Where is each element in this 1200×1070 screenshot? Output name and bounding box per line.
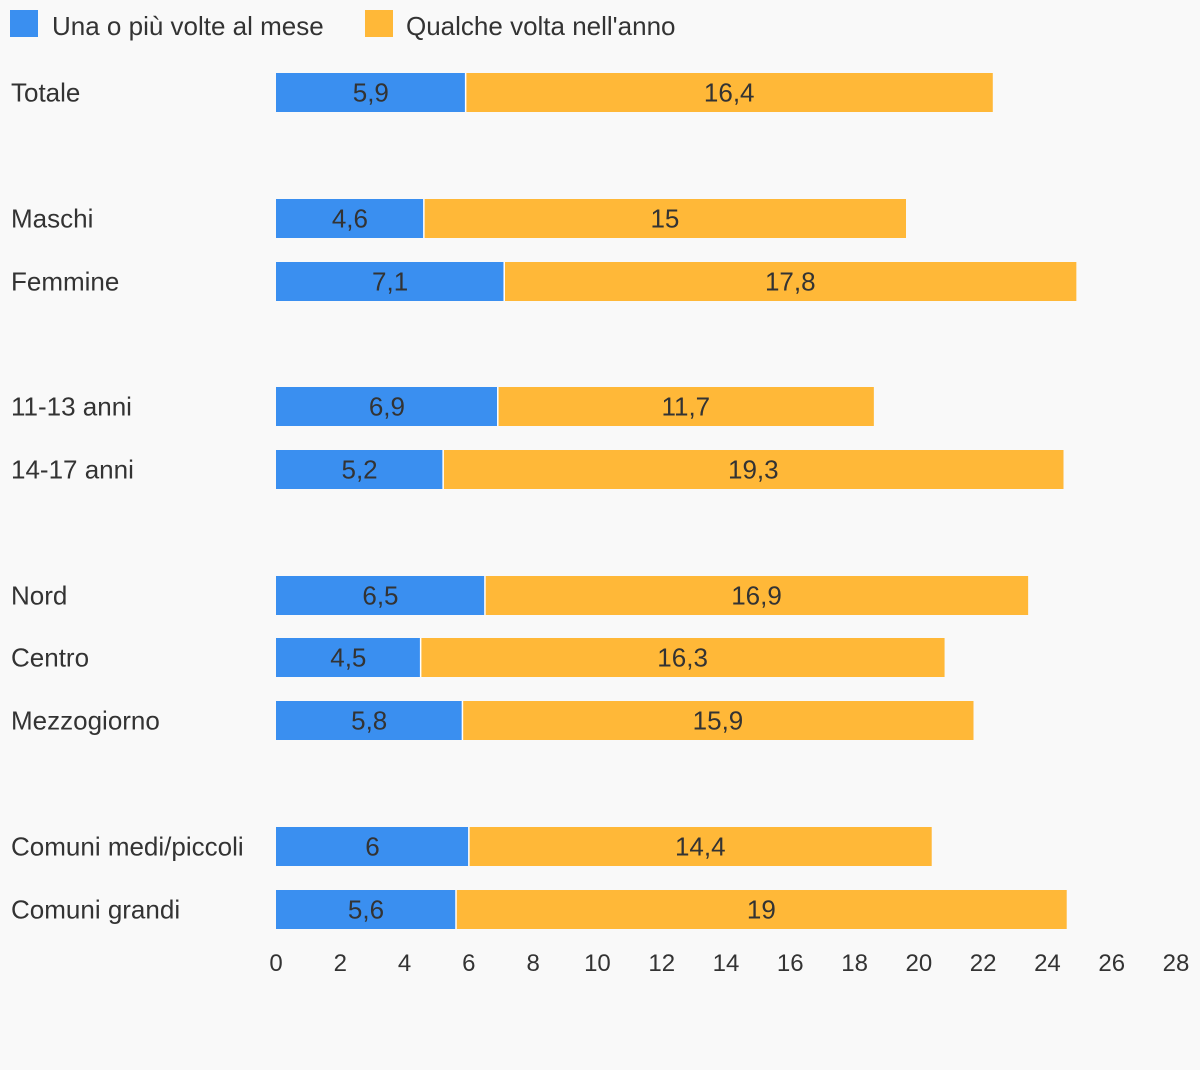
x-tick-label: 26: [1098, 950, 1125, 977]
category-label: Nord: [11, 581, 67, 611]
bar-value-label: 5,6: [348, 895, 384, 925]
bar-value-label: 19,3: [728, 455, 779, 485]
bar-value-label: 17,8: [765, 267, 816, 297]
x-tick-label: 28: [1163, 950, 1190, 977]
legend-label-series-1: Una o più volte al mese: [52, 11, 324, 41]
bar-value-label: 5,2: [341, 455, 377, 485]
bar-value-label: 15,9: [693, 706, 744, 736]
category-label: Comuni medi/piccoli: [11, 832, 244, 862]
bar-value-label: 16,3: [657, 643, 708, 673]
bar-value-label: 5,9: [353, 78, 389, 108]
bar-value-label: 4,5: [330, 643, 366, 673]
x-tick-label: 8: [526, 950, 539, 977]
category-labels: Totale Maschi Femmine 11-13 anni 14-17 anni N…: [11, 78, 244, 925]
category-label: Mezzogiorno: [11, 706, 160, 736]
bar-value-label: 6,9: [369, 392, 405, 422]
legend-label-series-2: Qualche volta nell'anno: [406, 11, 675, 41]
bar-segment-series-1: [276, 701, 463, 740]
bar-segment-series-1: [276, 638, 421, 677]
bar-segment-series-2: [456, 890, 1067, 929]
bar-segment-series-1: [276, 262, 505, 301]
category-label: Maschi: [11, 204, 93, 234]
bar-value-label: 15: [650, 204, 679, 234]
x-tick-label: 20: [906, 950, 933, 977]
bar-segment-series-1: [276, 387, 498, 426]
bar-segment-series-1: [276, 199, 424, 238]
x-tick-label: 18: [841, 950, 868, 977]
bar-value-label: 6,5: [362, 581, 398, 611]
x-axis-tick-labels: 0 2 4 6 8 10 12 14 16 18 20 22 24 26 28: [269, 950, 1189, 977]
bar-segment-series-1: [276, 827, 469, 866]
category-label: Totale: [11, 78, 80, 108]
legend: Una o più volte al mese Qualche volta ne…: [10, 10, 675, 41]
bar-value-label: 4,6: [332, 204, 368, 234]
category-label: Centro: [11, 643, 89, 673]
bar-value-label: 5,8: [351, 706, 387, 736]
x-tick-label: 24: [1034, 950, 1061, 977]
bar-segment-series-1: [276, 73, 466, 112]
x-tick-label: 16: [777, 950, 804, 977]
bar-segment-series-1: [276, 576, 485, 615]
bar-segment-series-2: [462, 701, 974, 740]
bar-segment-series-2: [497, 387, 874, 426]
x-tick-label: 14: [713, 950, 740, 977]
bar-segment-series-2: [504, 262, 1077, 301]
bar-segment-series-1: [276, 890, 456, 929]
x-tick-label: 22: [970, 950, 997, 977]
x-tick-label: 4: [398, 950, 411, 977]
category-label: 11-13 anni: [11, 392, 132, 422]
bar-value-label: 16,9: [731, 581, 782, 611]
bar-segment-series-2: [443, 450, 1064, 489]
bar-value-label: 7,1: [372, 267, 408, 297]
legend-swatch-series-2: [365, 10, 393, 37]
bar-value-label: 16,4: [704, 78, 755, 108]
category-label: Femmine: [11, 267, 119, 297]
x-tick-label: 12: [648, 950, 675, 977]
bar-value-labels: 5,9 16,4 4,6 15 7,1 17,8 6,9 11,7 5,2 19,3 6,5 16,9…: [330, 78, 815, 925]
bar-segment-series-2: [484, 576, 1029, 615]
bars: [276, 73, 1077, 929]
x-tick-label: 6: [462, 950, 475, 977]
category-label: Comuni grandi: [11, 895, 180, 925]
x-tick-label: 10: [584, 950, 611, 977]
bar-value-label: 19: [747, 895, 776, 925]
bar-segment-series-2: [468, 827, 932, 866]
x-tick-label: 2: [334, 950, 347, 977]
bar-segment-series-2: [465, 73, 993, 112]
bar-value-label: 14,4: [675, 832, 726, 862]
bar-segment-series-2: [420, 638, 945, 677]
legend-swatch-series-1: [10, 10, 38, 37]
bar-segment-series-1: [276, 450, 444, 489]
bar-value-label: 11,7: [661, 392, 710, 422]
category-label: 14-17 anni: [11, 455, 134, 485]
bar-segment-series-2: [423, 199, 906, 238]
x-tick-label: 0: [269, 950, 282, 977]
bar-value-label: 6: [365, 832, 379, 862]
